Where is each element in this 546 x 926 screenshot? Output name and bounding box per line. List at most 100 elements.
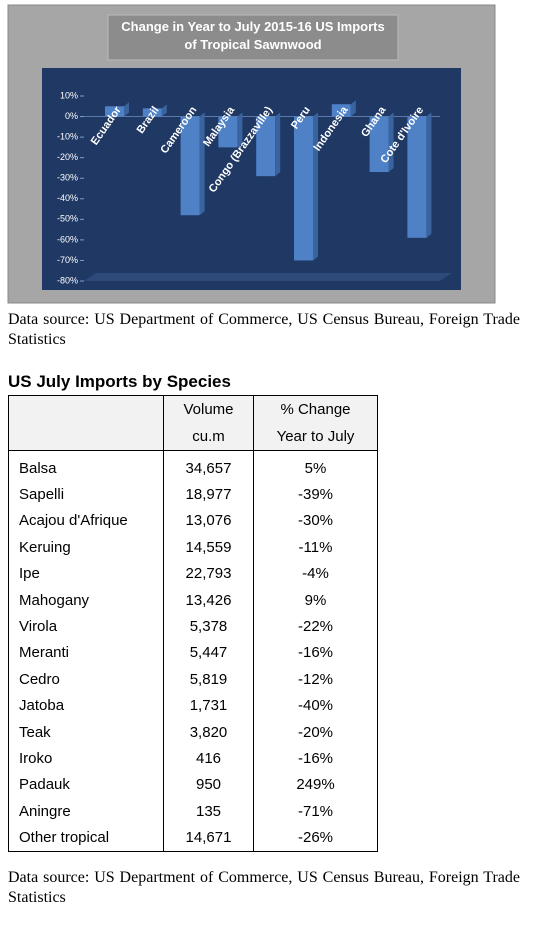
table-cell: 34,657 [163, 450, 254, 482]
y-tick-label: 0% [65, 111, 78, 121]
y-tick-label: -20% [57, 152, 78, 162]
header-text: Volume [183, 401, 234, 418]
y-tick-label: -40% [57, 193, 78, 203]
bar-side [426, 112, 432, 238]
table-cell: Aningre [8, 798, 164, 825]
table-cell: Acajou d'Afrique [8, 507, 164, 535]
header-cell: Volume cu.m [163, 395, 254, 451]
header-cell: % Change Year to July [253, 395, 378, 451]
table-cell: Other tropical [8, 824, 164, 852]
table-cell: Padauk [8, 771, 164, 799]
bar [369, 116, 389, 173]
table-cell: 13,426 [163, 586, 254, 614]
table-cell: -39% [253, 481, 378, 508]
table-cell: 416 [163, 745, 254, 772]
table-title: US July Imports by Species [8, 372, 231, 391]
bar-side [237, 112, 243, 148]
table-cell: 13,076 [163, 507, 254, 535]
table-cell: Virola [8, 613, 164, 640]
table-cell: -16% [253, 745, 378, 772]
table-cell: Meranti [8, 639, 164, 667]
table-cell: -12% [253, 666, 378, 693]
bar-side [388, 112, 394, 173]
table-cell: 249% [253, 771, 378, 799]
table-cell: 22,793 [163, 560, 254, 587]
table-row: Jatoba 1,731 -40% [8, 692, 378, 719]
chart-source: Data source: US Department of Commerce, … [8, 311, 520, 348]
table-cell: Ipe [8, 560, 164, 587]
table-cell: 1,731 [163, 692, 254, 719]
plot-area [42, 68, 461, 290]
table-row: Sapelli 18,977 -39% [8, 481, 378, 508]
table-row: Padauk 950 249% [8, 771, 378, 799]
bar [407, 116, 427, 238]
table-row: Meranti 5,447 -16% [8, 639, 378, 667]
table-row: Iroko 416 -16% [8, 745, 378, 772]
header-text: % Change [280, 401, 351, 418]
y-tick-label: -70% [57, 255, 78, 265]
table-cell: 950 [163, 771, 254, 799]
table-row: Ipe 22,793 -4% [8, 560, 378, 587]
table-row: Keruing 14,559 -11% [8, 534, 378, 561]
chart-title: Change in Year to July 2015-16 US Import… [121, 19, 384, 52]
y-tick-label: -30% [57, 173, 78, 183]
header-text: cu.m [192, 428, 225, 445]
table-cell: 5% [253, 450, 378, 482]
bar [256, 116, 276, 177]
table-cell: 135 [163, 798, 254, 825]
bar [294, 116, 313, 261]
species-table: Volume cu.m % Change Year to July Balsa 34,65… [8, 395, 378, 852]
table-cell: Keruing [8, 534, 164, 561]
table-row: Cedro 5,819 -12% [8, 666, 378, 693]
floor [84, 273, 452, 281]
table-cell: 5,378 [163, 613, 254, 640]
y-tick-label: -50% [57, 214, 78, 224]
table-cell: 5,447 [163, 639, 254, 667]
table-row: Aningre 135 -71% [8, 798, 378, 825]
header-row: Volume cu.m % Change Year to July [8, 395, 378, 451]
table-cell: -30% [253, 507, 378, 535]
table-cell: -22% [253, 613, 378, 640]
header-text: Year to July [276, 428, 355, 445]
bar [142, 108, 162, 117]
table-cell: 3,820 [163, 718, 254, 746]
bar [331, 104, 351, 117]
table-row: Teak 3,820 -20% [8, 718, 378, 746]
bar-side [313, 112, 318, 261]
bar [105, 106, 124, 117]
table-source: Data source: US Department of Commerce, … [8, 869, 520, 906]
y-tick-label: 10% [60, 90, 78, 100]
bar-side [275, 112, 281, 177]
table-cell: Jatoba [8, 692, 164, 719]
bar-side [350, 100, 356, 117]
table-cell: -26% [253, 824, 378, 852]
table-cell: Mahogany [8, 586, 164, 614]
title-box [107, 14, 399, 61]
table-cell: 18,977 [163, 481, 254, 508]
table-cell: -4% [253, 560, 378, 587]
table-cell: Iroko [8, 745, 164, 772]
table-row: Other tropical 14,671 -26% [8, 824, 378, 852]
table-cell: 14,671 [163, 824, 254, 852]
table-cell: Sapelli [8, 481, 164, 508]
table-cell: -40% [253, 692, 378, 719]
y-tick-label: -80% [57, 275, 78, 285]
table-cell: -20% [253, 718, 378, 746]
table-row: Mahogany 13,426 9% [8, 586, 378, 614]
table-row: Virola 5,378 -22% [8, 613, 378, 640]
header-cell [8, 395, 164, 451]
bar-side [124, 102, 129, 117]
bar-side [199, 112, 205, 216]
y-tick-label: -10% [57, 131, 78, 141]
table-cell: -16% [253, 639, 378, 667]
table-row: Acajou d'Afrique 13,076 -30% [8, 507, 378, 535]
table-cell: Balsa [8, 450, 164, 482]
bar [180, 116, 200, 216]
table-cell: 14,559 [163, 534, 254, 561]
table-row: Balsa 34,657 5% [8, 450, 378, 482]
bar-side [161, 104, 167, 117]
table-cell: -71% [253, 798, 378, 825]
bar [218, 116, 238, 148]
table-cell: 9% [253, 586, 378, 614]
